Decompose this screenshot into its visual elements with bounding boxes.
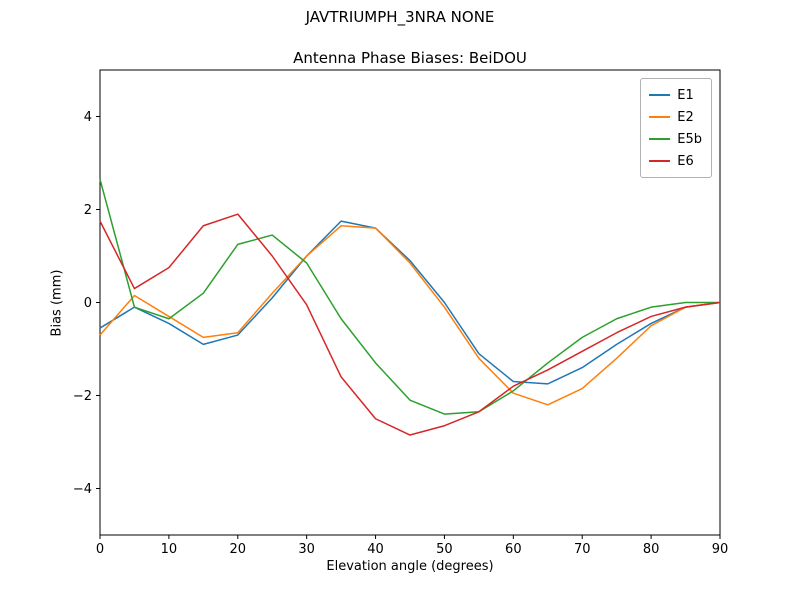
legend-line-swatch [649,160,671,162]
legend-label: E6 [677,153,694,169]
legend-line-swatch [649,94,671,96]
legend-label: E5b [677,131,702,147]
legend-item-E5b: E5b [649,128,702,150]
series-line-E1 [99,220,721,385]
y-axis-label: Bias (mm) [49,269,65,337]
legend-item-E1: E1 [649,84,702,106]
figure-suptitle: JAVTRIUMPH_3NRA NONE [305,8,495,26]
x-tick-label: 0 [96,542,104,557]
legend-line-swatch [649,116,671,118]
legend-item-E6: E6 [649,150,702,172]
series-line-E2 [99,225,721,406]
axes-frame [99,69,721,536]
x-tick-label: 30 [298,542,315,557]
x-tick-label: 80 [643,542,660,557]
x-tick-label: 50 [436,542,453,557]
legend-label: E1 [677,87,694,103]
legend-item-E2: E2 [649,106,702,128]
legend: E1 E2 E5b E6 [640,78,712,178]
y-tick-label: −2 [73,389,92,404]
x-tick-label: 70 [574,542,591,557]
y-tick-label: −4 [73,482,92,497]
x-tick-label: 40 [367,542,384,557]
x-axis-label: Elevation angle (degrees) [326,559,494,574]
series-line-E5b [99,179,720,415]
series-line-E6 [99,213,721,436]
y-tick-label: 2 [84,203,92,218]
legend-label: E2 [677,109,694,125]
x-tick-label: 60 [505,542,522,557]
x-tick-label: 20 [230,542,247,557]
axes-title: Antenna Phase Biases: BeiDOU [293,49,527,67]
x-tick-label: 10 [161,542,178,557]
y-tick-label: 4 [84,110,92,125]
x-tick-label: 90 [712,542,729,557]
y-tick-label: 0 [84,296,92,311]
legend-line-swatch [649,138,671,140]
